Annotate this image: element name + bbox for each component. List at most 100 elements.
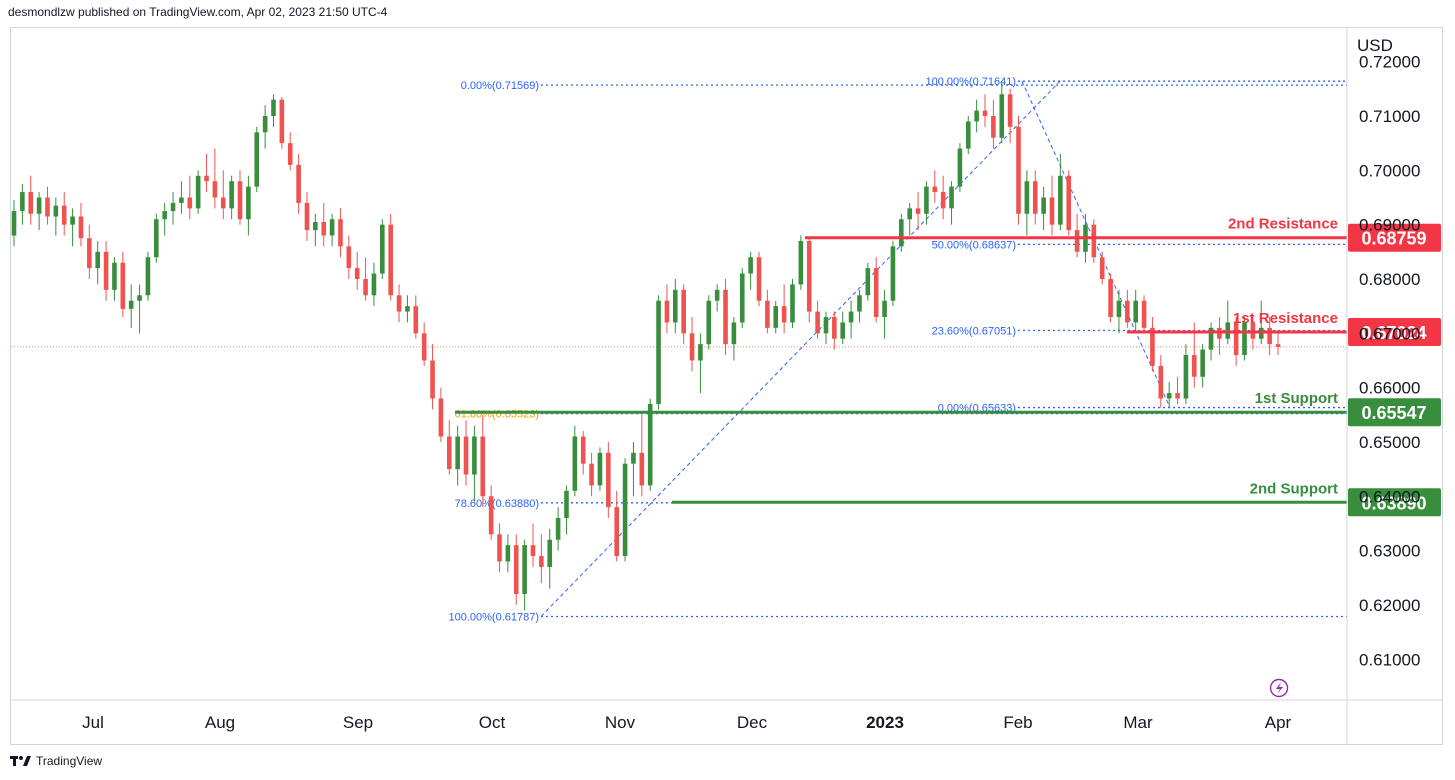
- candle-body: [1191, 355, 1197, 377]
- candle-body: [287, 143, 293, 165]
- fib-left-label: 78.60%(0.63880): [455, 498, 539, 510]
- candle-body: [363, 278, 368, 296]
- lightning-icon[interactable]: [1269, 678, 1289, 698]
- candle-body: [949, 186, 954, 209]
- candle-body: [78, 216, 84, 239]
- candle-body: [371, 273, 377, 296]
- candle-body: [438, 398, 444, 437]
- candle-body: [580, 436, 586, 464]
- candle-body: [739, 273, 745, 323]
- candle-body: [204, 175, 209, 182]
- candle-body: [974, 110, 979, 122]
- candle-body: [1166, 393, 1172, 399]
- candle-body: [1099, 257, 1105, 279]
- candle-body: [463, 436, 469, 475]
- candle-body: [915, 208, 921, 214]
- x-tick-label: Dec: [737, 713, 768, 732]
- candle-body: [890, 246, 896, 301]
- candle-body: [1233, 322, 1239, 356]
- level-price-tag: [1348, 223, 1441, 252]
- publisher-caption: desmondlzw published on TradingView.com,…: [8, 5, 388, 19]
- candle-body: [87, 238, 92, 269]
- candle-body: [773, 306, 779, 328]
- y-tick-label: 0.64000: [1359, 487, 1420, 506]
- candle-body: [36, 197, 42, 214]
- candle-body: [455, 436, 460, 470]
- candle-body: [589, 463, 594, 486]
- x-tick-label: Feb: [1003, 713, 1032, 732]
- x-tick-label: Apr: [1265, 713, 1292, 732]
- candle-body: [179, 197, 184, 203]
- candle-body: [497, 534, 502, 562]
- level-price-tag: [1348, 398, 1441, 427]
- candle-body: [1208, 327, 1214, 350]
- candle-body: [798, 240, 804, 285]
- candle-body: [1024, 181, 1030, 214]
- candle-body: [865, 268, 871, 296]
- candle-body: [254, 132, 260, 187]
- candle-body: [1175, 393, 1180, 399]
- candle-body: [120, 262, 126, 309]
- x-tick-label: Aug: [205, 713, 235, 732]
- level-price-label: 0.63890: [1361, 493, 1426, 513]
- candle-body: [388, 224, 393, 296]
- level-name-label: 2nd Support: [1250, 480, 1338, 497]
- candle-body: [262, 116, 268, 133]
- candle-body: [137, 295, 142, 301]
- fib-left-label: 0.00%(0.71569): [461, 80, 539, 92]
- candle-body: [781, 306, 787, 323]
- footer-brand[interactable]: TradingView: [36, 754, 103, 768]
- fib-right-label: 100.00%(0.71641): [925, 76, 1016, 88]
- chart-frame: [10, 27, 1443, 745]
- candle-body: [421, 333, 427, 361]
- candle-body: [1041, 197, 1046, 214]
- candle-body: [1074, 230, 1080, 252]
- candle-body: [28, 192, 34, 214]
- candle-body: [145, 257, 151, 296]
- candle-body: [982, 110, 988, 117]
- candle-body: [873, 268, 879, 318]
- candle-body: [899, 219, 904, 247]
- y-tick-label: 0.62000: [1359, 596, 1420, 615]
- y-tick-label: 0.61000: [1359, 650, 1420, 669]
- candle-body: [1133, 300, 1138, 323]
- candle-body: [1125, 300, 1130, 323]
- candle-body: [806, 240, 812, 312]
- candle-body: [539, 556, 544, 567]
- candle-body: [1150, 327, 1155, 366]
- candle-body: [170, 202, 176, 212]
- candle-body: [513, 545, 519, 595]
- candle-body: [1049, 197, 1055, 225]
- y-tick-label: 0.70000: [1359, 161, 1420, 180]
- candle-body: [965, 121, 971, 149]
- candle-body: [857, 295, 862, 312]
- level-price-label: 0.65547: [1361, 403, 1426, 423]
- candle-body: [1016, 126, 1021, 214]
- candle-body: [195, 175, 201, 209]
- candle-body: [1242, 322, 1247, 356]
- candle-body: [488, 496, 494, 535]
- candle-body: [564, 490, 569, 519]
- candle-body: [505, 545, 511, 562]
- candle-body: [70, 216, 75, 225]
- currency-label: USD: [1357, 36, 1393, 55]
- support-resistance-levels: 2nd Resistance 0.68759 1st Resistance 0.670…: [455, 216, 1441, 517]
- x-tick-label: Oct: [479, 713, 506, 732]
- candle-body: [907, 208, 912, 220]
- fib-trend-line: [1021, 80, 1171, 408]
- candle-body: [271, 99, 276, 117]
- candle-body: [840, 322, 846, 339]
- x-tick-label: Jul: [82, 713, 104, 732]
- candle-body: [999, 94, 1005, 138]
- candle-body: [1200, 349, 1205, 377]
- candle-body: [706, 300, 712, 345]
- y-tick-label: 0.71000: [1359, 107, 1420, 126]
- candle-body: [1108, 278, 1113, 318]
- candle-body: [765, 300, 770, 328]
- fib-right-label: 23.60%(0.67051): [932, 326, 1016, 338]
- candle-body: [446, 436, 452, 470]
- candle-body: [212, 181, 218, 198]
- candle-body: [790, 284, 795, 323]
